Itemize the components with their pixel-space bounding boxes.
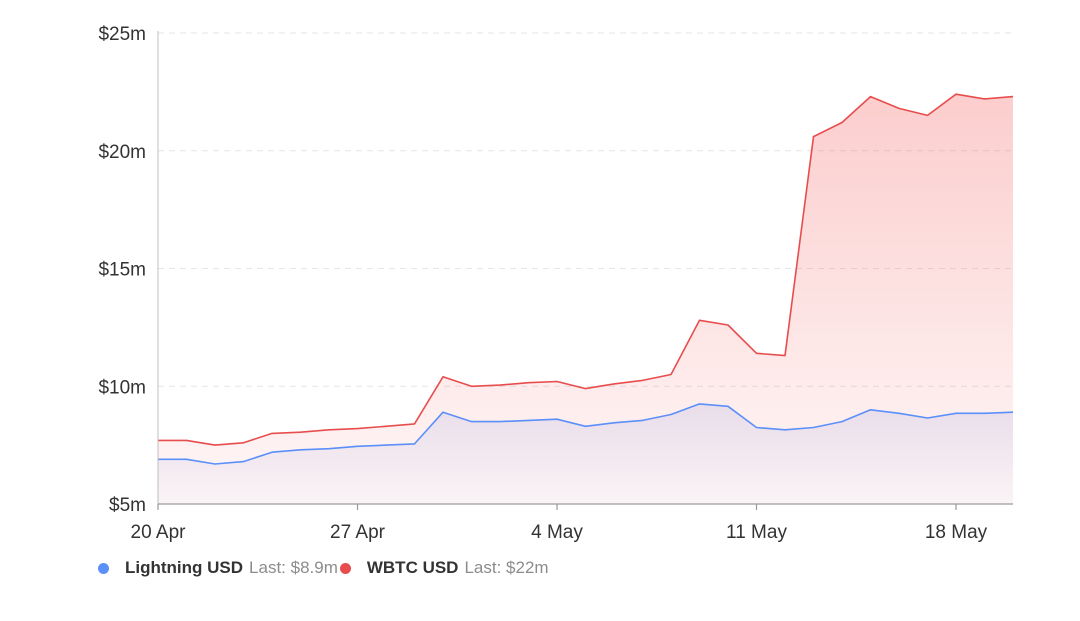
point-lightning [271, 451, 273, 453]
point-wbtc [499, 384, 501, 386]
point-wbtc [727, 324, 729, 326]
area-wbtc [158, 94, 1013, 504]
point-lightning [812, 426, 814, 428]
point-lightning [955, 412, 957, 414]
point-wbtc [869, 95, 871, 97]
series-lines [158, 93, 1014, 465]
point-wbtc [926, 114, 928, 116]
point-lightning [328, 447, 330, 449]
point-lightning [356, 445, 358, 447]
point-wbtc [185, 439, 187, 441]
y-tick-label: $15m [98, 260, 146, 281]
point-lightning [470, 420, 472, 422]
point-lightning [299, 449, 301, 451]
legend-label-lightning: Lightning USD [125, 558, 244, 577]
line-lightning [158, 403, 1014, 465]
point-lightning [1012, 411, 1014, 413]
point-wbtc [841, 121, 843, 123]
legend-last-value-wbtc: Last: $22m [464, 558, 549, 577]
point-wbtc [955, 93, 957, 95]
point-wbtc [670, 373, 672, 375]
point-lightning [499, 420, 501, 422]
point-wbtc [242, 442, 244, 444]
axes [157, 31, 1013, 510]
point-wbtc [356, 427, 358, 429]
legend-marker-wbtc [339, 562, 351, 574]
y-tick-label: $5m [109, 495, 146, 516]
point-wbtc [527, 382, 529, 384]
y-tick-label: $10m [98, 377, 146, 398]
point-wbtc [584, 387, 586, 389]
point-lightning [556, 418, 558, 420]
line-wbtc [158, 93, 1014, 446]
point-lightning [527, 419, 529, 421]
legend-item-wbtc[interactable]: WBTC USD Last: $22m [339, 558, 549, 578]
point-wbtc [556, 380, 558, 382]
point-wbtc [299, 431, 301, 433]
point-wbtc [271, 432, 273, 434]
point-wbtc [784, 354, 786, 356]
point-wbtc [470, 385, 472, 387]
point-lightning [755, 426, 757, 428]
point-lightning [641, 419, 643, 421]
point-lightning [898, 412, 900, 414]
point-lightning [185, 458, 187, 460]
point-lightning [784, 429, 786, 431]
point-lightning [242, 460, 244, 462]
point-lightning [385, 444, 387, 446]
point-wbtc [413, 423, 415, 425]
point-lightning [214, 463, 216, 465]
legend-label-wbtc: WBTC USD [366, 558, 459, 577]
x-tick-label: 18 May [925, 522, 988, 543]
x-tick-label: 4 May [531, 522, 583, 543]
point-wbtc [983, 98, 985, 100]
x-tick-label: 20 Apr [131, 522, 187, 543]
point-lightning [727, 405, 729, 407]
point-lightning [698, 403, 700, 405]
point-lightning [869, 409, 871, 411]
point-wbtc [898, 107, 900, 109]
legend-marker-lightning [98, 562, 109, 574]
point-wbtc [698, 319, 700, 321]
point-lightning [983, 412, 985, 414]
y-tick-label: $20m [98, 142, 146, 163]
legend-last-value-lightning: Last: $8.9m [249, 558, 338, 577]
point-wbtc [328, 429, 330, 431]
point-lightning [413, 443, 415, 445]
x-tick-label: 27 Apr [330, 522, 386, 543]
y-tick-label: $25m [98, 24, 146, 45]
x-axis-tick-labels: 20 Apr 27 Apr 4 May 11 May 18 May [131, 522, 988, 543]
x-tick-label: 11 May [726, 522, 787, 543]
point-lightning [841, 420, 843, 422]
chart-legend: Lightning USD Last: $8.9m WBTC USD Last:… [98, 556, 549, 580]
point-lightning [584, 425, 586, 427]
point-wbtc [442, 376, 444, 378]
point-wbtc [755, 352, 757, 354]
series-areas [158, 94, 1013, 504]
point-wbtc [812, 135, 814, 137]
point-lightning [613, 422, 615, 424]
y-axis-tick-labels: $5m $10m $15m $20m $25m [98, 24, 146, 516]
legend-item-lightning[interactable]: Lightning USD Last: $8.9m [98, 558, 338, 578]
point-wbtc [385, 425, 387, 427]
point-lightning [670, 413, 672, 415]
point-wbtc [214, 444, 216, 446]
point-wbtc [613, 383, 615, 385]
point-lightning [442, 411, 444, 413]
point-lightning [926, 417, 928, 419]
point-wbtc [1012, 95, 1014, 97]
point-wbtc [641, 379, 643, 381]
